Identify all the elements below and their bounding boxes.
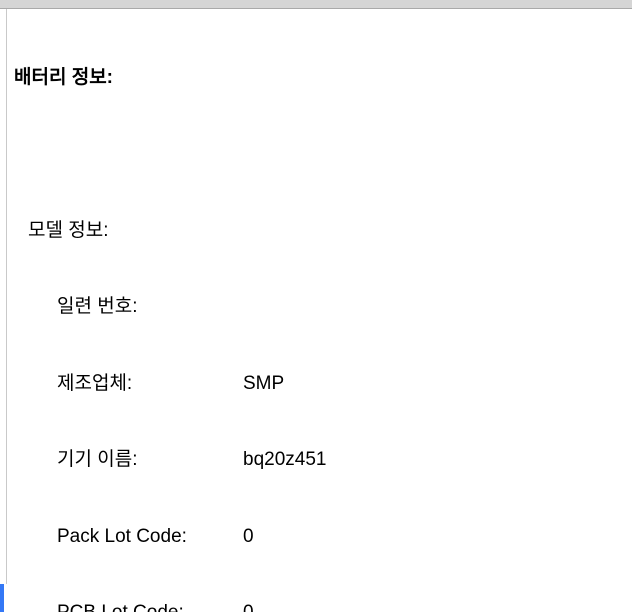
row-value: 0 (243, 600, 254, 612)
battery-info-pane[interactable]: 배터리 정보: 모델 정보: 일련 번호: 제조업체: SMP 기기 이름: b… (7, 9, 632, 612)
focus-ring-highlight (0, 584, 4, 612)
info-row-manufacturer: 제조업체: SMP (14, 371, 632, 397)
info-row-pcb-lot-code: PCB Lot Code: 0 (14, 600, 632, 612)
panel-left-border (6, 9, 7, 584)
section-header-model-info: 모델 정보: (28, 219, 109, 241)
page-title: 배터리 정보: (14, 67, 114, 88)
info-row-device-name: 기기 이름: bq20z451 (14, 447, 632, 473)
row-label: Pack Lot Code: (57, 525, 187, 547)
row-label: 일련 번호: (57, 296, 138, 317)
info-row-serial-number: 일련 번호: (14, 294, 632, 320)
row-value: 0 (243, 525, 254, 547)
row-value: bq20z451 (243, 449, 327, 470)
row-label: 기기 이름: (57, 449, 138, 470)
window-top-bar (0, 0, 632, 9)
row-value: SMP (243, 372, 285, 394)
row-label: 제조업체: (57, 372, 133, 394)
info-row-pack-lot-code: Pack Lot Code: 0 (14, 524, 632, 550)
row-label: PCB Lot Code: (57, 600, 243, 612)
